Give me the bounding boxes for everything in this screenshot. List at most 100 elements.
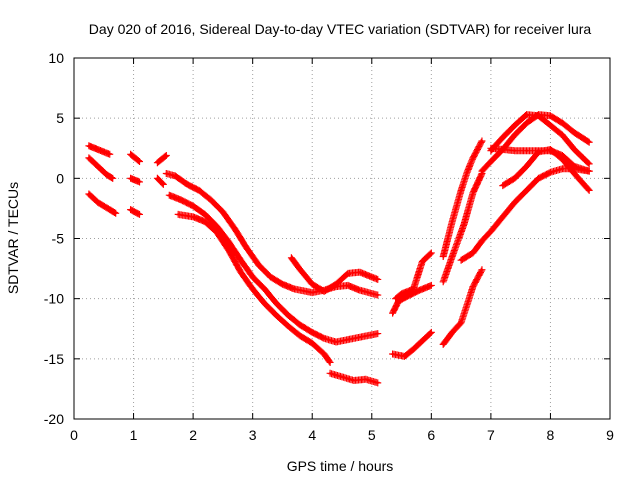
data-point [376, 381, 379, 385]
data-point [397, 299, 400, 303]
data-point [322, 352, 326, 356]
x-axis-label: GPS time / hours [287, 458, 394, 474]
data-point [87, 144, 91, 148]
data-point [215, 225, 219, 228]
data-point [305, 290, 308, 293]
data-point [421, 339, 424, 342]
chart-title: Day 020 of 2016, Sidereal Day-to-day VTE… [89, 21, 592, 37]
data-point [221, 210, 225, 214]
data-point [525, 189, 528, 192]
data-point [376, 332, 379, 335]
y-tick-label: -5 [52, 231, 65, 247]
data-point [168, 193, 171, 197]
series-o [392, 249, 435, 303]
data-point [174, 174, 177, 178]
data-point [257, 263, 260, 267]
data-point [561, 133, 564, 137]
series-markers-f [127, 206, 144, 218]
data-point [394, 297, 397, 300]
data-point [471, 251, 475, 255]
y-tick-label: -10 [44, 291, 64, 307]
data-point [334, 340, 338, 344]
data-point [251, 287, 254, 291]
data-point [293, 287, 296, 291]
y-tick-label: -20 [44, 411, 64, 427]
data-point [587, 141, 591, 144]
data-point [501, 184, 504, 187]
data-point [549, 148, 552, 151]
data-point [358, 335, 362, 339]
series-m [287, 254, 382, 295]
data-point [299, 268, 302, 271]
series-x [499, 146, 593, 194]
data-point [129, 208, 132, 211]
series-b [85, 154, 117, 182]
data-point [573, 148, 576, 151]
data-point [263, 287, 266, 291]
data-point [403, 355, 406, 358]
data-point [465, 303, 469, 306]
series-markers-b [85, 154, 117, 182]
series-markers-g [153, 151, 170, 167]
data-point [406, 295, 409, 298]
data-point [245, 246, 248, 250]
data-point [346, 272, 350, 275]
series-h [153, 174, 167, 188]
x-tick-label: 8 [547, 427, 555, 443]
data-point [322, 290, 326, 293]
data-point [573, 172, 576, 175]
data-point [358, 270, 362, 274]
data-point [480, 239, 484, 243]
data-point [430, 284, 433, 287]
data-point [165, 172, 168, 175]
data-point [480, 139, 484, 143]
data-point [573, 165, 576, 168]
series-g [153, 151, 170, 167]
y-tick-label: 0 [56, 170, 64, 186]
data-point [513, 133, 516, 137]
data-point [156, 161, 159, 164]
data-point [489, 160, 493, 163]
data-point [561, 157, 564, 161]
data-point [459, 258, 463, 262]
data-point [197, 189, 201, 192]
series-markers [85, 111, 593, 387]
data-point [471, 285, 475, 288]
data-point [129, 177, 132, 180]
series-markers-v [487, 111, 593, 168]
x-tick-label: 4 [308, 427, 316, 443]
data-point [108, 208, 111, 211]
x-tick-label: 6 [427, 427, 435, 443]
data-point [561, 167, 564, 170]
data-point [311, 341, 314, 345]
series-v [487, 111, 593, 168]
data-point [227, 249, 231, 252]
data-point [287, 325, 290, 328]
grid [74, 58, 610, 419]
y-tick-label: 10 [48, 50, 64, 66]
data-point [537, 114, 540, 117]
data-point [462, 222, 466, 226]
data-point [480, 169, 484, 173]
data-point [418, 289, 421, 292]
data-point [96, 148, 100, 151]
data-point [489, 230, 493, 233]
data-point [525, 113, 528, 116]
data-point [549, 124, 552, 127]
data-point [233, 227, 236, 231]
data-point [311, 331, 314, 334]
data-point [138, 213, 141, 216]
data-point [513, 124, 516, 127]
data-point [299, 323, 302, 327]
data-point [156, 177, 159, 180]
x-tick-label: 5 [368, 427, 376, 443]
data-point [287, 314, 290, 317]
y-tick-label: -15 [44, 351, 64, 367]
data-point [442, 343, 445, 346]
x-tick-label: 2 [189, 427, 197, 443]
data-point [459, 321, 463, 324]
data-point [412, 287, 415, 291]
data-point [587, 162, 591, 166]
series-markers-i [162, 170, 382, 299]
